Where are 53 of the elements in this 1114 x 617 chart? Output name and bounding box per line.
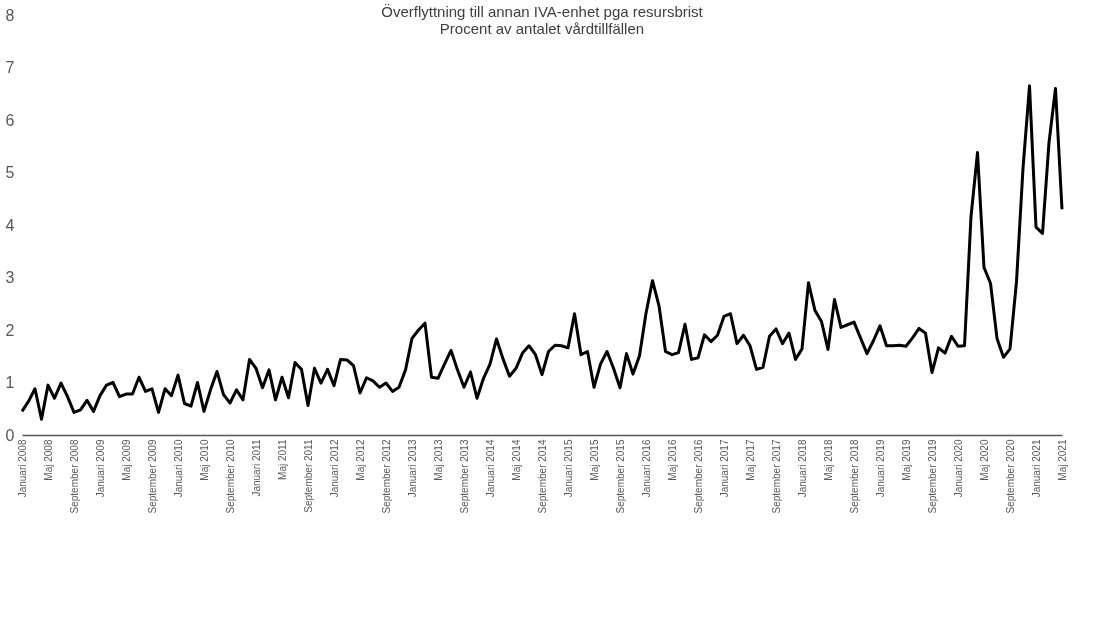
x-tick-label: Maj 2010 <box>198 439 210 481</box>
x-tick-label: September 2014 <box>536 439 548 514</box>
x-tick-label: Maj 2008 <box>42 439 54 481</box>
x-tick-label: Januari 2008 <box>16 439 28 498</box>
x-tick-label: September 2015 <box>614 439 626 514</box>
x-tick-label: Maj 2017 <box>744 439 756 481</box>
text: Överflyttning till annan IVA-enhet pga resursbrist <box>381 3 703 20</box>
x-tick-label: September 2011 <box>302 439 314 513</box>
x-tick-label: Januari 2011 <box>250 439 262 497</box>
x-tick-label: September 2019 <box>926 439 938 514</box>
x-tick-label: September 2016 <box>692 439 704 514</box>
x-tick-label: September 2017 <box>770 439 782 514</box>
x-tick-label: September 2018 <box>848 439 860 514</box>
y-tick-label: 2 <box>5 321 15 339</box>
x-tick-label: Maj 2018 <box>822 439 834 481</box>
x-tick-label: Januari 2018 <box>796 439 808 498</box>
x-tick-label: Maj 2011 <box>276 439 288 480</box>
x-tick-label: Januari 2017 <box>718 439 730 498</box>
y-tick-label: 0 <box>5 426 15 444</box>
y-tick-label: 3 <box>5 269 15 286</box>
x-tick-label: Maj 2021 <box>1056 439 1068 481</box>
x-tick-label: September 2020 <box>1004 439 1016 514</box>
x-tick-label: Maj 2009 <box>120 439 132 481</box>
x-tick-label: Januari 2016 <box>640 439 652 498</box>
x-tick-label: Januari 2020 <box>952 439 964 498</box>
x-tick-label: Januari 2010 <box>172 439 184 498</box>
x-tick-label: Maj 2013 <box>432 439 444 481</box>
text: Procent av antalet vårdtillfällen <box>439 20 645 37</box>
y-tick-label: 6 <box>5 111 15 129</box>
x-tick-label: September 2010 <box>224 439 236 514</box>
x-tick-label: Januari 2014 <box>484 439 496 498</box>
x-tick-label: Maj 2019 <box>900 439 912 481</box>
x-tick-label: Maj 2020 <box>978 439 990 481</box>
y-tick-label: 7 <box>5 59 15 76</box>
x-tick-label: Januari 2019 <box>874 439 886 498</box>
x-tick-label: Maj 2016 <box>666 439 678 481</box>
x-tick-label: Januari 2012 <box>328 439 340 498</box>
y-tick-label: 5 <box>5 164 15 181</box>
x-tick-label: September 2012 <box>380 439 392 514</box>
x-tick-label: September 2008 <box>68 439 80 514</box>
x-tick-label: Januari 2015 <box>562 439 574 498</box>
x-tick-label: Januari 2021 <box>1030 439 1042 498</box>
y-tick-label: 1 <box>5 374 15 391</box>
x-tick-label: Januari 2009 <box>94 439 106 498</box>
line-series <box>20 84 1064 421</box>
x-tick-label: September 2009 <box>146 439 158 514</box>
x-tick-label: Maj 2014 <box>510 439 522 481</box>
x-tick-label: September 2013 <box>458 439 470 514</box>
x-tick-label: Januari 2013 <box>406 439 418 498</box>
y-tick-label: 8 <box>5 6 15 24</box>
x-tick-label: Maj 2012 <box>354 439 366 481</box>
x-tick-label: Maj 2015 <box>588 439 600 481</box>
y-tick-label: 4 <box>5 216 15 234</box>
